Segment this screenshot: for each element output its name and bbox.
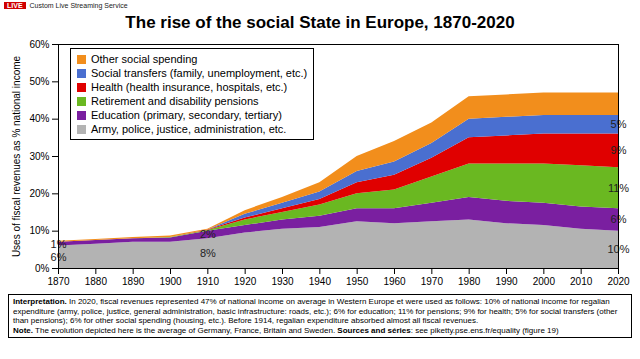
html-text:Other social spending: Other social spending [91, 53, 198, 65]
html-text:Army, police, justice, adminis: Army, police, justice, administration, e… [91, 123, 287, 135]
html-text:Custom Live Streaming Service: Custom Live Streaming Service [29, 2, 128, 9]
svg-text:1950: 1950 [346, 276, 369, 287]
svg-text:1990: 1990 [495, 276, 518, 287]
html-text:Note. The evolution depicted h: Note. The evolution depicted here is the… [13, 325, 559, 335]
svg-text:2000: 2000 [533, 276, 556, 287]
svg-text:1900: 1900 [159, 276, 182, 287]
html-text:Education (primary, secondary,: Education (primary, secondary, tertiary) [91, 109, 282, 121]
svg-text:0%: 0% [35, 263, 50, 274]
html-text:Social transfers (family, unem: Social transfers (family, unemployment, … [91, 67, 308, 79]
svg-text:1980: 1980 [458, 276, 481, 287]
svg-text:1910: 1910 [197, 276, 220, 287]
svg-text:30%: 30% [29, 151, 49, 162]
html-text:Health (health insurance, hosp: Health (health insurance, hospitals, etc… [91, 81, 288, 93]
svg-text:6%: 6% [610, 213, 627, 226]
svg-text:2%: 2% [200, 228, 216, 240]
svg-text:9%: 9% [610, 144, 627, 157]
svg-text:20%: 20% [29, 188, 49, 199]
svg-text:10%: 10% [607, 243, 630, 256]
svg-text:1920: 1920 [234, 276, 257, 287]
svg-text:Uses of fiscal revenues as % n: Uses of fiscal revenues as % national in… [11, 55, 22, 257]
html-text:Interpretation. In 2020, fisca: Interpretation. In 2020, fiscal revenues… [13, 297, 618, 325]
svg-text:11%: 11% [607, 181, 630, 194]
svg-text:1870: 1870 [47, 276, 70, 287]
html-text:Retirement and disability pens: Retirement and disability pensions [91, 95, 259, 107]
svg-text:5%: 5% [610, 118, 627, 131]
svg-text:8%: 8% [200, 247, 216, 259]
svg-text:1880: 1880 [85, 276, 108, 287]
html-text:LIVE: LIVE [7, 2, 23, 9]
svg-text:2010: 2010 [570, 276, 593, 287]
svg-text:6%: 6% [50, 250, 67, 263]
svg-text:10%: 10% [29, 225, 49, 236]
svg-text:60%: 60% [29, 39, 49, 50]
svg-text:2020: 2020 [607, 276, 630, 287]
svg-text:1%: 1% [50, 237, 67, 250]
svg-text:1970: 1970 [421, 276, 444, 287]
html-text:The rise of the social State i: The rise of the social State in Europe, … [125, 13, 515, 32]
svg-text:1940: 1940 [309, 276, 332, 287]
svg-text:1890: 1890 [122, 276, 145, 287]
svg-text:40%: 40% [29, 113, 49, 124]
svg-text:50%: 50% [29, 76, 49, 87]
svg-text:1930: 1930 [271, 276, 294, 287]
svg-text:1960: 1960 [383, 276, 406, 287]
